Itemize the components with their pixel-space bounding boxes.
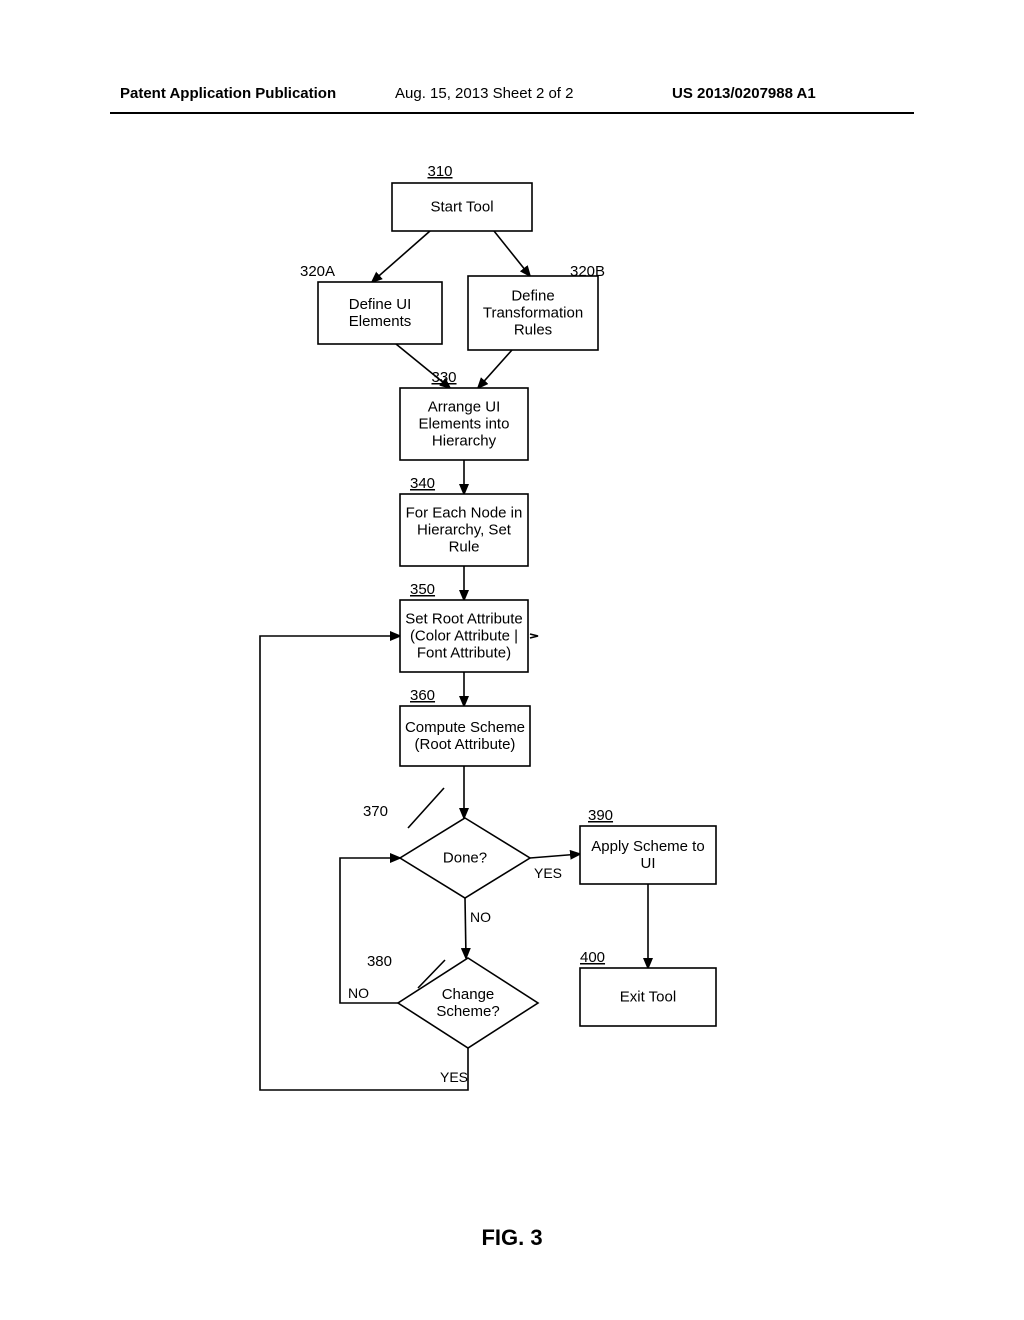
flow-node-400: Exit Tool	[580, 968, 716, 1026]
flow-edge	[408, 788, 444, 828]
flow-edge	[530, 854, 580, 858]
flow-node-370: Done?	[400, 818, 530, 898]
node-text: Transformation	[483, 305, 583, 322]
node-text: Define UI	[349, 296, 412, 313]
flow-edge	[530, 634, 538, 638]
edge-label: YES	[534, 865, 562, 881]
ref-label-390: 390	[588, 807, 613, 824]
node-text: Scheme?	[436, 1003, 499, 1020]
node-text: Start Tool	[430, 199, 493, 216]
flow-node-330: Arrange UIElements intoHierarchy	[400, 388, 528, 460]
node-text: Elements	[349, 313, 412, 330]
flow-node-320B: DefineTransformationRules	[468, 276, 598, 350]
node-text: UI	[641, 855, 656, 872]
node-text: For Each Node in	[406, 505, 523, 522]
flowchart-canvas: Start ToolDefine UIElementsDefineTransfo…	[0, 0, 1024, 1320]
node-text: Hierarchy, Set	[417, 522, 512, 539]
node-text: (Color Attribute |	[410, 628, 518, 645]
ref-label-350: 350	[410, 581, 435, 598]
flow-node-320A: Define UIElements	[318, 282, 442, 344]
page: Patent Application Publication Aug. 15, …	[0, 0, 1024, 1320]
edge-label: YES	[440, 1069, 468, 1085]
node-text: Font Attribute)	[417, 645, 511, 662]
node-text: Rule	[449, 539, 480, 556]
flow-edge	[478, 350, 512, 388]
ref-label-320B: 320B	[570, 263, 605, 280]
ref-label-360: 360	[410, 687, 435, 704]
node-text: Change	[442, 986, 495, 1003]
flow-node-380: ChangeScheme?	[398, 958, 538, 1048]
node-text: Set Root Attribute	[405, 611, 523, 628]
flow-node-350: Set Root Attribute(Color Attribute |Font…	[400, 600, 528, 672]
edge-label: NO	[348, 985, 369, 1001]
flow-edge	[372, 231, 430, 282]
flow-node-360: Compute Scheme(Root Attribute)	[400, 706, 530, 766]
node-text: Done?	[443, 850, 487, 867]
flow-node-390: Apply Scheme toUI	[580, 826, 716, 884]
edge-label: NO	[470, 909, 491, 925]
ref-label-400: 400	[580, 949, 605, 966]
ref-label-330: 330	[431, 369, 456, 386]
flow-node-310: Start Tool	[392, 183, 532, 231]
flow-edge	[465, 898, 466, 958]
ref-label-370: 370	[363, 803, 388, 820]
ref-label-320A: 320A	[300, 263, 335, 280]
flow-edge	[494, 231, 530, 276]
ref-label-340: 340	[410, 475, 435, 492]
flow-edge	[340, 858, 400, 1003]
node-text: Apply Scheme to	[591, 838, 704, 855]
ref-label-310: 310	[427, 163, 452, 180]
node-text: Compute Scheme	[405, 719, 525, 736]
node-text: Arrange UI	[428, 399, 501, 416]
flow-node-340: For Each Node inHierarchy, SetRule	[400, 494, 528, 566]
node-text: (Root Attribute)	[415, 736, 516, 753]
node-text: Exit Tool	[620, 989, 676, 1006]
node-text: Define	[511, 288, 554, 305]
figure-caption: FIG. 3	[0, 1225, 1024, 1251]
node-text: Rules	[514, 322, 552, 339]
node-text: Hierarchy	[432, 433, 497, 450]
node-text: Elements into	[419, 416, 510, 433]
ref-label-380: 380	[367, 953, 392, 970]
